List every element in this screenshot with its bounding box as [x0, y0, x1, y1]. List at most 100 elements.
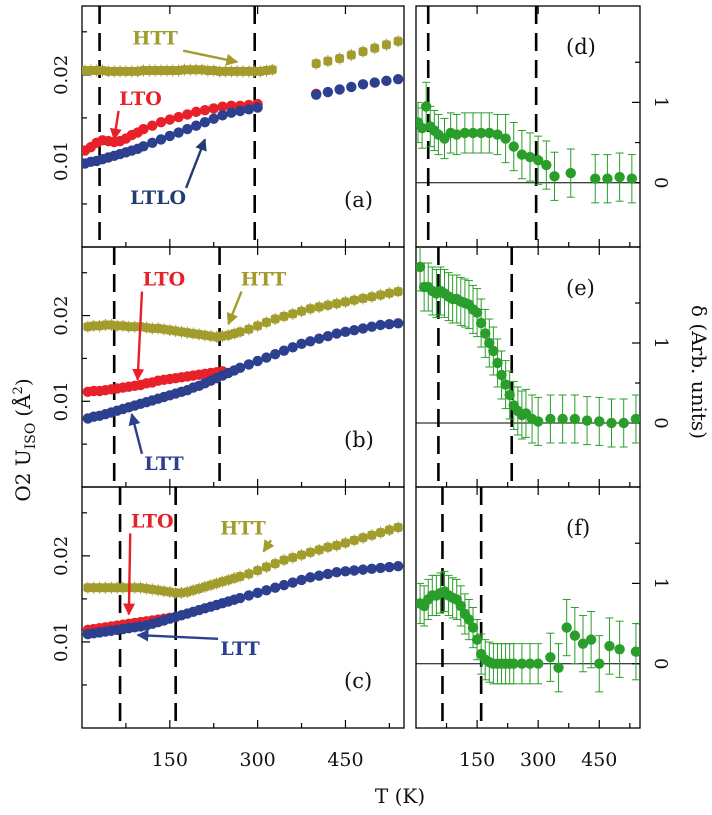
data-point-HTT — [244, 324, 254, 334]
data-point-LTT — [270, 582, 281, 593]
data-point-LTLO — [381, 75, 392, 87]
data-point-LTLO — [310, 89, 322, 100]
data-point-HTT — [261, 317, 271, 327]
panel-frame — [415, 246, 641, 488]
data-point-LTLO — [173, 127, 184, 138]
data-point-HTT — [358, 47, 368, 57]
plot-area — [82, 487, 404, 728]
plot-area — [82, 247, 404, 487]
data-point-delta — [602, 173, 613, 184]
ylabel-unit: (Å — [10, 394, 35, 417]
data-point-HTT — [332, 299, 342, 309]
data-point-delta — [467, 127, 479, 139]
data-point-LTO — [199, 104, 211, 116]
data-point-delta — [471, 634, 483, 645]
annotation-HTT: HTT — [241, 269, 287, 291]
data-point-LTLO — [182, 123, 193, 135]
data-point-delta — [585, 634, 597, 645]
data-point-LTT — [287, 577, 298, 588]
data-point-delta — [492, 357, 503, 369]
series-delta — [416, 247, 640, 448]
series-LTLO — [82, 73, 404, 169]
data-point-LTT — [331, 328, 342, 339]
annotation-arrow — [132, 291, 145, 382]
data-point-HTT — [393, 36, 403, 46]
xtick-label: 300 — [520, 749, 556, 771]
plot-area — [416, 487, 640, 728]
series-delta — [416, 570, 640, 693]
data-point-HTT — [235, 327, 245, 337]
data-point-HTT — [381, 40, 391, 50]
annotation-LTLO: LTLO — [130, 187, 186, 209]
data-point-LTT — [340, 566, 351, 577]
data-point-LTT — [252, 587, 263, 599]
data-point-LTLO — [252, 102, 263, 113]
data-point-delta — [594, 416, 605, 427]
data-point-LTLO — [164, 130, 176, 142]
data-point-delta — [565, 167, 576, 179]
data-point-delta — [557, 413, 568, 425]
data-point-delta — [630, 413, 640, 425]
data-point-LTLO — [234, 105, 246, 117]
ylabel-sub: ISO — [23, 423, 39, 450]
data-point-LTT — [261, 352, 272, 363]
data-point-LTT — [384, 561, 395, 573]
ytick-label: 0.02 — [51, 55, 72, 95]
data-point-LTT — [305, 336, 316, 347]
data-point-delta — [626, 173, 638, 184]
data-point-LTT — [296, 574, 307, 586]
panel-label: (c) — [344, 669, 372, 693]
data-point-LTT — [322, 330, 334, 342]
ytick-label: 0.02 — [51, 296, 72, 336]
data-point-delta — [516, 149, 528, 160]
data-point-LTT — [392, 318, 404, 329]
data-point-delta — [541, 159, 552, 171]
annotation-arrow — [128, 412, 144, 455]
data-point-LTT — [331, 567, 342, 578]
data-point-delta — [451, 129, 462, 140]
x-axis-label: T (K) — [375, 784, 425, 808]
data-point-LTO — [182, 109, 193, 120]
data-point-LTT — [287, 342, 298, 353]
svg-text:O2 UISO(Å2): O2 UISO (Å2) — [10, 378, 39, 501]
data-point-LTT — [384, 318, 395, 330]
data-point-LTO — [147, 120, 158, 131]
data-point-LTLO — [147, 137, 158, 149]
y-axis-left-label: O2 UISO (Å2) — [10, 378, 39, 501]
data-point-LTLO — [155, 134, 167, 145]
panel-frame — [81, 486, 405, 729]
series-HTT — [82, 35, 403, 78]
data-point-HTT — [370, 43, 380, 53]
data-point-LTLO — [322, 86, 334, 98]
data-point-delta — [508, 658, 519, 669]
plot-area — [416, 6, 640, 247]
data-point-HTT — [279, 311, 289, 321]
annotation-arrow — [262, 539, 275, 553]
data-point-delta — [618, 417, 629, 429]
data-point-delta — [549, 171, 560, 182]
data-point-LTT — [366, 321, 377, 332]
data-point-delta — [545, 652, 556, 663]
data-point-HTT — [279, 555, 289, 565]
data-point-LTLO — [369, 77, 380, 88]
ytick-label: 1 — [650, 337, 671, 348]
data-point-delta — [524, 151, 536, 163]
data-point-LTT — [296, 338, 307, 350]
data-point-HTT — [323, 56, 333, 66]
data-point-delta — [532, 416, 544, 427]
data-point-LTT — [243, 359, 255, 370]
annotation-arrow — [123, 533, 136, 616]
data-point-LTO — [173, 111, 184, 123]
panel-a: 0.01 0.02 HTT LTO LTLO (a) — [51, 5, 405, 248]
annotation-LTT: LTT — [144, 453, 183, 475]
data-point-delta — [553, 662, 564, 673]
data-point-LTO — [208, 103, 219, 114]
data-point-LTLO — [334, 84, 345, 95]
data-point-HTT — [335, 54, 345, 64]
xtick-label: 450 — [327, 749, 363, 771]
panel-label: (f) — [566, 516, 590, 540]
data-point-delta — [590, 173, 601, 184]
data-point-HTT — [244, 569, 254, 579]
series-LTT — [82, 318, 404, 424]
